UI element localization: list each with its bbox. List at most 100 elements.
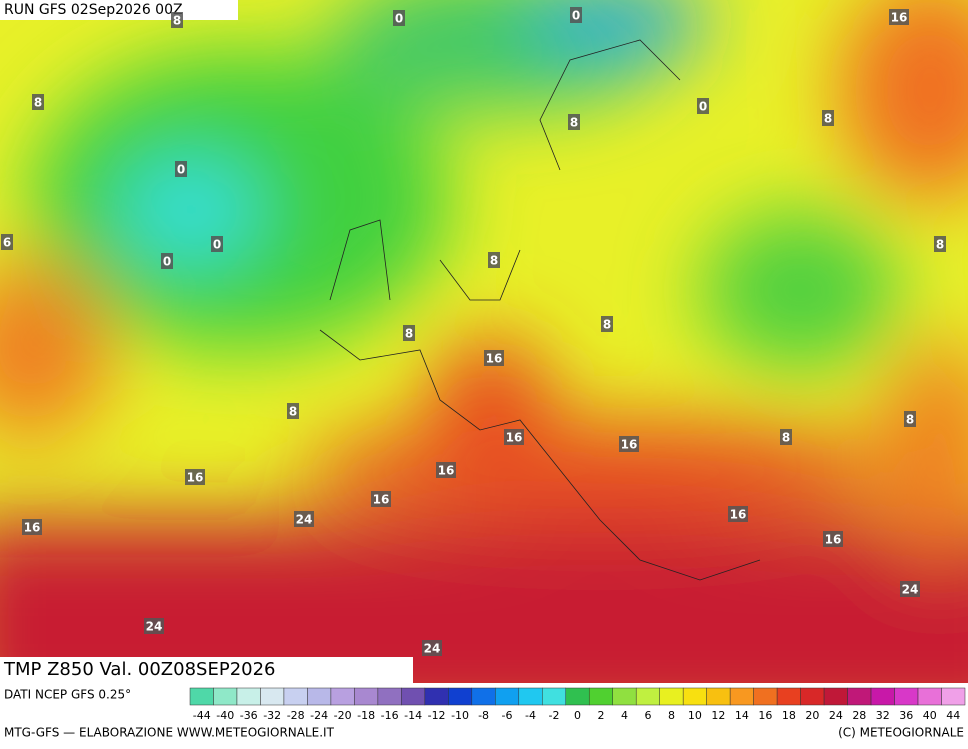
contour-label-box	[294, 511, 314, 527]
contour-label-box	[504, 429, 524, 445]
scale-swatch	[307, 687, 332, 706]
scale-label: 32	[876, 709, 890, 722]
contour-label: 24	[424, 642, 441, 656]
scale-label: 16	[758, 709, 772, 722]
contour-label: 8	[490, 254, 498, 268]
scale-label: -14	[404, 709, 422, 722]
contour-label: 0	[163, 255, 171, 269]
contour-label: 16	[730, 508, 747, 522]
contour-label-box	[488, 252, 500, 268]
scale-swatch	[706, 687, 731, 706]
contour-label-box	[393, 10, 405, 26]
credit-right: (C) METEOGIORNALE	[838, 726, 964, 740]
contour-label: 16	[891, 11, 908, 25]
scale-label: -40	[216, 709, 234, 722]
scale-label: -2	[549, 709, 560, 722]
scale-swatch	[354, 687, 379, 706]
contour-label: 16	[486, 352, 503, 366]
contour-label: 0	[699, 100, 707, 114]
scale-swatch	[189, 687, 214, 706]
contour-label: 0	[213, 238, 221, 252]
scale-swatch	[518, 687, 543, 706]
scale-swatch	[635, 687, 660, 706]
scale-swatch	[729, 687, 754, 706]
contour-label: 8	[936, 238, 944, 252]
contour-label-box	[601, 316, 613, 332]
contour-label: 16	[621, 438, 638, 452]
scale-swatch	[401, 687, 426, 706]
contour-label-box	[185, 469, 205, 485]
contour-label-box	[436, 462, 456, 478]
scale-swatch	[800, 687, 825, 706]
scale-label: -36	[240, 709, 258, 722]
scale-label: -16	[381, 709, 399, 722]
scale-swatch	[870, 687, 895, 706]
scale-swatch	[448, 687, 473, 706]
scale-label: 18	[782, 709, 796, 722]
contour-label-box	[934, 236, 946, 252]
scale-label: 20	[805, 709, 819, 722]
scale-label: 8	[668, 709, 675, 722]
scale-swatch	[377, 687, 402, 706]
scale-label: -28	[287, 709, 305, 722]
scale-swatch	[823, 687, 848, 706]
scale-swatch	[941, 687, 966, 706]
source: DATI NCEP GFS 0.25°	[4, 688, 131, 702]
contour-label-box	[161, 253, 173, 269]
scale-label: 28	[852, 709, 866, 722]
scale-swatch	[894, 687, 919, 706]
scale-label: 44	[946, 709, 960, 722]
contour-label-box	[619, 436, 639, 452]
scale-label: 36	[899, 709, 913, 722]
contour-label-box	[1, 234, 13, 250]
title-box	[0, 657, 413, 683]
contour-label-box	[22, 519, 42, 535]
contour-label: 16	[373, 493, 390, 507]
contour-label-box	[175, 161, 187, 177]
contour-label: 8	[603, 318, 611, 332]
contour-label: 6	[3, 236, 11, 250]
contour-label-box	[900, 581, 920, 597]
scale-label: -12	[428, 709, 446, 722]
contour-label-box	[32, 94, 44, 110]
contour-label-box	[570, 7, 582, 23]
contour-label: 8	[173, 14, 181, 28]
scale-swatch	[588, 687, 613, 706]
scale-label: -4	[525, 709, 536, 722]
scale-label: 6	[644, 709, 651, 722]
contour-label: 8	[824, 112, 832, 126]
contour-label: 24	[146, 620, 163, 634]
contour-label-box	[422, 640, 442, 656]
contour-label-box	[287, 403, 299, 419]
scale-label: 14	[735, 709, 749, 722]
scale-label: 4	[621, 709, 628, 722]
contour-label-box	[484, 350, 504, 366]
scale-swatch	[471, 687, 496, 706]
scale-swatch	[565, 687, 590, 706]
scale-label: -24	[310, 709, 328, 722]
contour-label-box	[889, 9, 909, 25]
scale-swatch	[260, 687, 285, 706]
scale-swatch	[495, 687, 520, 706]
scale-swatch	[682, 687, 707, 706]
scale-label: -10	[451, 709, 469, 722]
contour-label: 0	[177, 163, 185, 177]
scale-swatch	[283, 687, 308, 706]
scale-label: 0	[574, 709, 581, 722]
scale-swatch	[612, 687, 637, 706]
scale-label: 2	[597, 709, 604, 722]
contour-label-box	[780, 429, 792, 445]
contour-label: 8	[570, 116, 578, 130]
scale-label: -44	[193, 709, 211, 722]
contour-label-box	[144, 618, 164, 634]
scale-swatch	[330, 687, 355, 706]
run-label: RUN GFS 02Sep2026 00Z	[4, 2, 183, 18]
scale-swatch	[236, 687, 261, 706]
scale-swatch	[917, 687, 942, 706]
contour-label: 16	[506, 431, 523, 445]
scale-label: 40	[923, 709, 937, 722]
contour-label-box	[371, 491, 391, 507]
contour-label: 0	[572, 9, 580, 23]
